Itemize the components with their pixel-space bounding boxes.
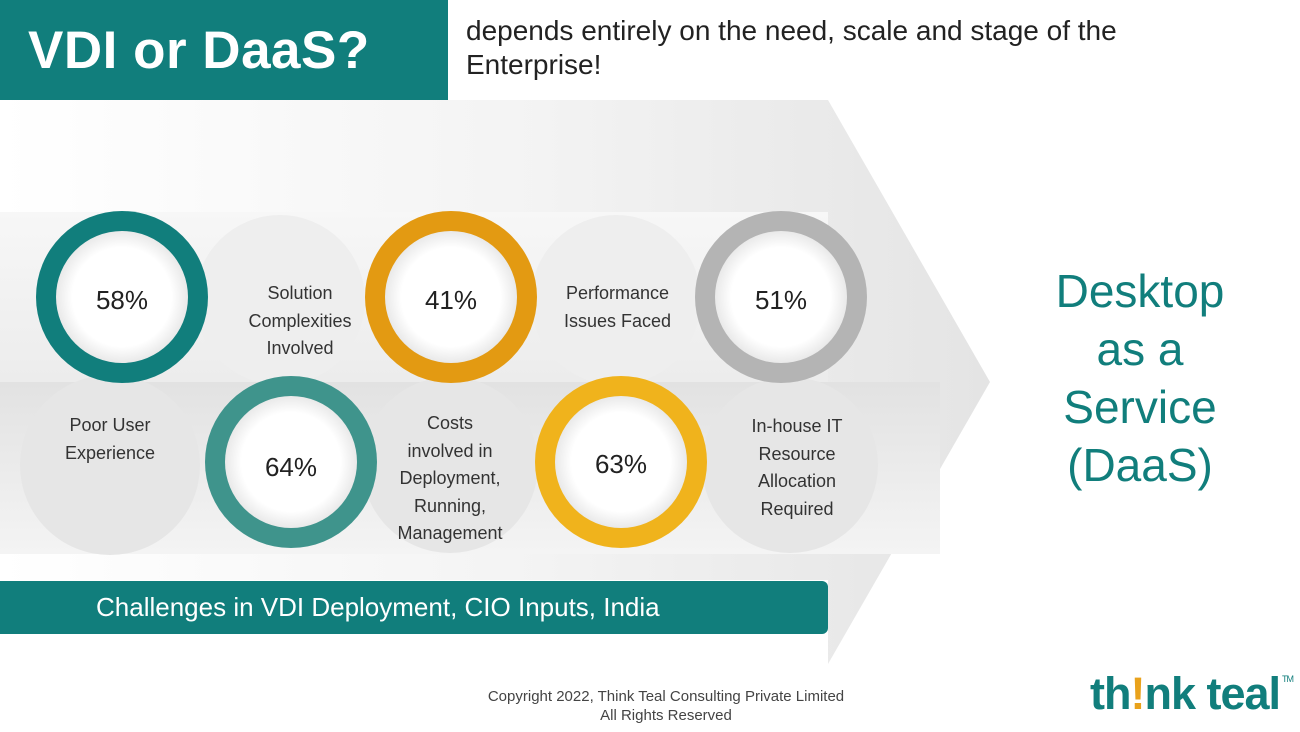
wave-lobe	[702, 377, 878, 553]
wave-lobe	[195, 215, 365, 385]
ring-value-51: 51%	[754, 285, 808, 315]
wave-lobe	[20, 375, 200, 555]
ring-value-64: 64%	[264, 452, 318, 482]
label-poor-user-experience: Poor User Experience	[64, 415, 156, 463]
daas-heading: Desktop as a Service (DaaS)	[1055, 265, 1225, 491]
wave-lobe	[362, 377, 538, 553]
label-inhouse-it: In-house IT Resource Allocation Required	[751, 416, 843, 519]
label-costs-involved: Costs involved in Deployment, Running, M…	[397, 413, 503, 543]
ring-58-inner	[56, 231, 188, 363]
wave-lobe	[531, 215, 701, 385]
copyright: Copyright 2022, Think Teal Consulting Pr…	[487, 688, 845, 724]
ring-63-inner	[555, 396, 687, 528]
ring-value-41: 41%	[424, 285, 478, 315]
subtitle: depends entirely on the need, scale and …	[466, 15, 1117, 80]
ring-value-58: 58%	[95, 285, 149, 315]
ring-51-inner	[715, 231, 847, 363]
label-performance-issues: Performance Issues Faced	[563, 283, 672, 331]
rings-group	[36, 211, 867, 548]
ring-41-inner	[385, 231, 517, 363]
think-teal-logo: th! nk teal TM	[1090, 668, 1294, 719]
challenges-banner: Challenges in VDI Deployment, CIO Inputs…	[0, 581, 828, 634]
label-solution-complexities: Solution Complexities Involved	[248, 283, 352, 358]
ring-value-63: 63%	[594, 449, 648, 479]
page-title: VDI or DaaS?	[0, 0, 448, 100]
ring-64-inner	[225, 396, 357, 528]
